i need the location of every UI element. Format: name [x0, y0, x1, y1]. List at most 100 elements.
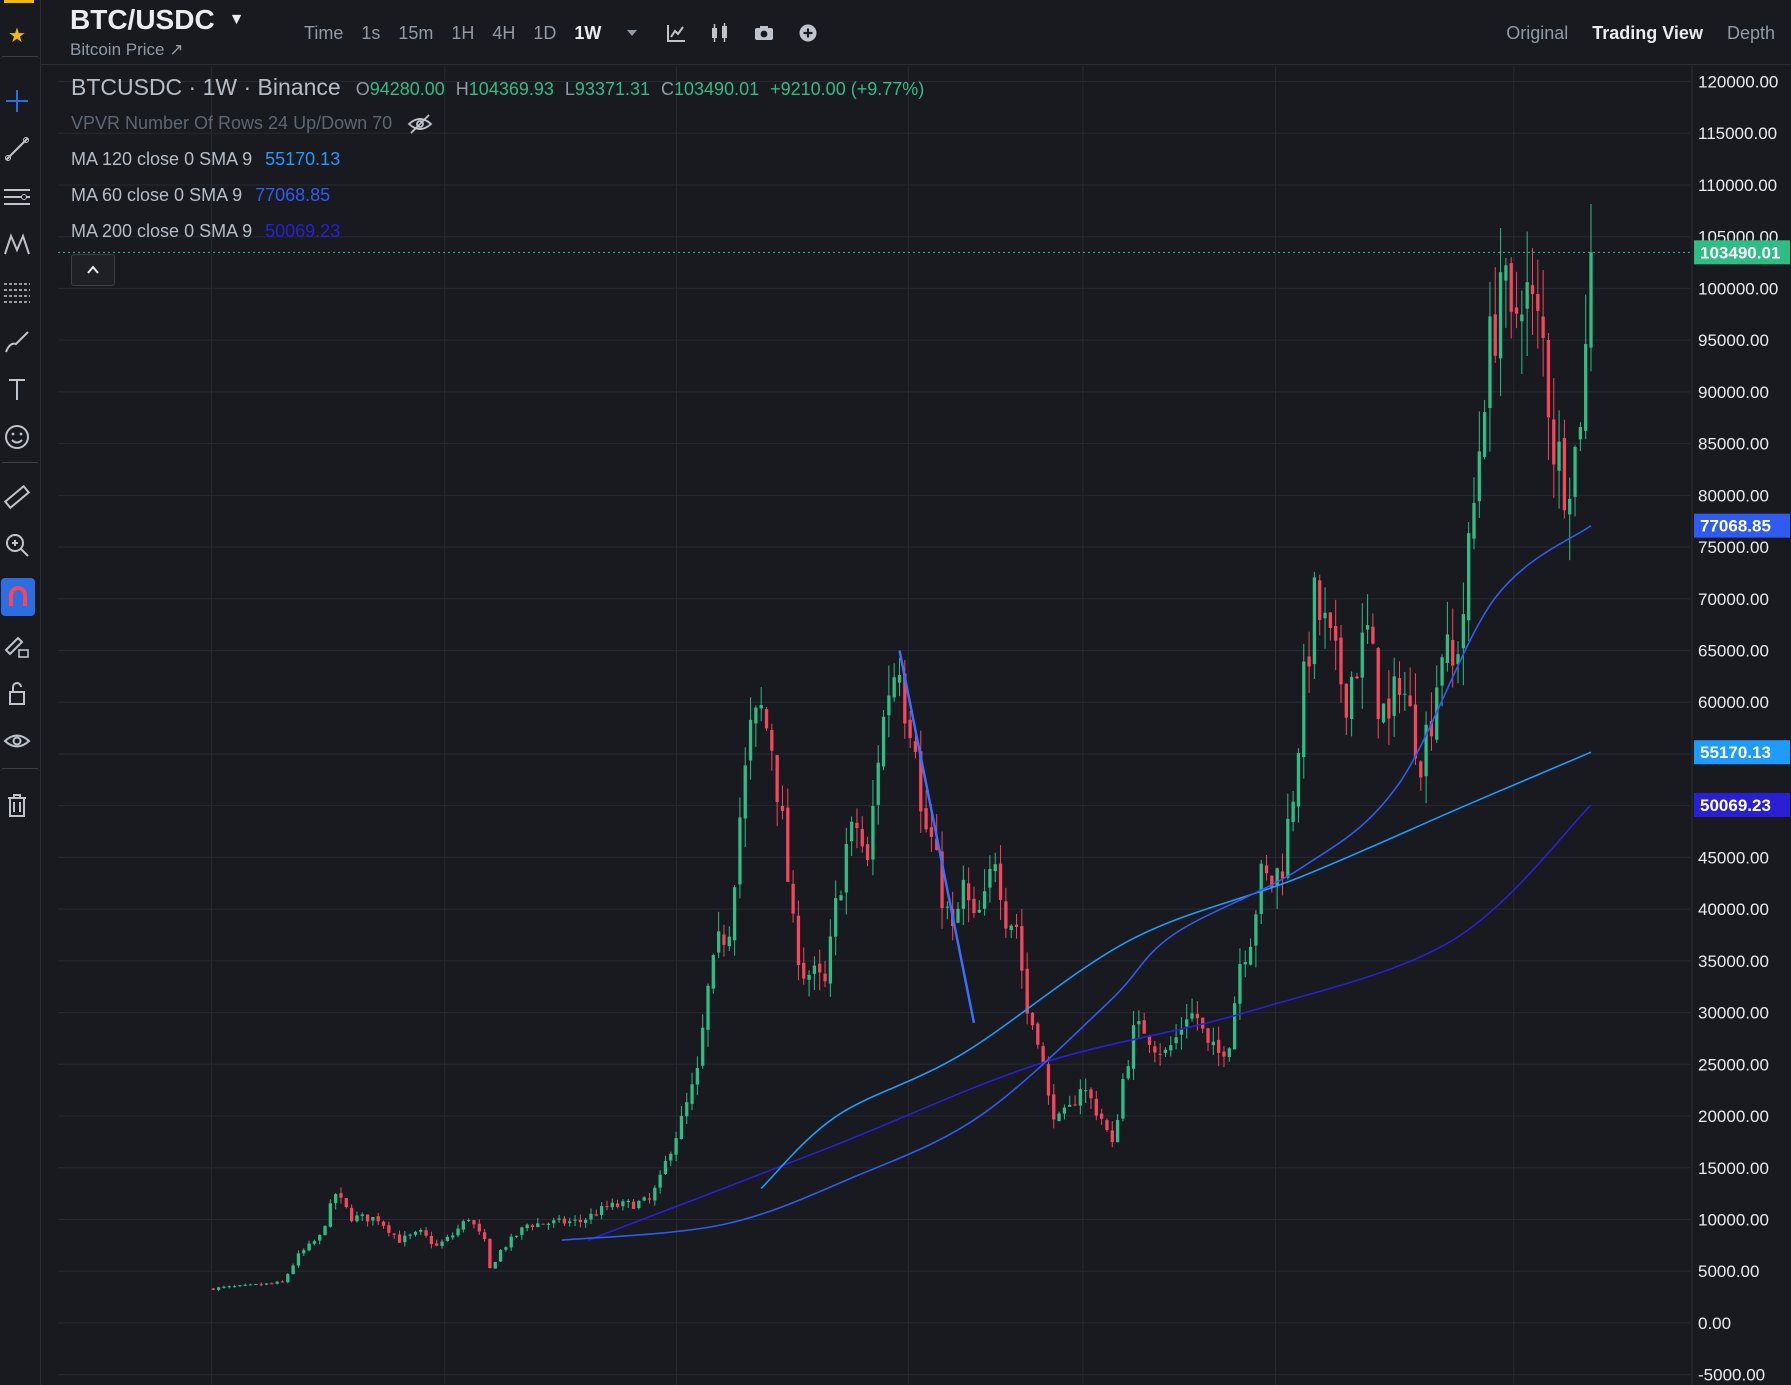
unlock-icon[interactable]	[0, 674, 34, 712]
interval-1d[interactable]: 1D	[533, 23, 557, 43]
candle-body	[1099, 1113, 1104, 1119]
candle-body	[216, 1287, 221, 1290]
candle-body	[812, 965, 817, 974]
interval-15m[interactable]: 15m	[398, 23, 434, 43]
magnet-icon[interactable]	[1, 578, 35, 616]
y-axis-tick-label: 25000.00	[1698, 1055, 1769, 1074]
favorite-indicator	[4, 0, 34, 3]
indicators-icon[interactable]	[698, 18, 742, 48]
candle-body	[1344, 683, 1348, 718]
candle-body	[435, 1243, 439, 1246]
candle-body	[988, 868, 992, 888]
candle-body	[1153, 1046, 1157, 1053]
candle-body	[1371, 626, 1375, 644]
candle-body	[1323, 612, 1327, 619]
fib-icon[interactable]	[0, 274, 34, 312]
candle-body	[456, 1228, 460, 1236]
candle-body	[961, 879, 965, 909]
candle-body	[387, 1225, 391, 1233]
view-depth[interactable]: Depth	[1726, 23, 1775, 43]
chart-header: BTC/USDC ▼ Bitcoin Price ↗ Time 1s 15m 1…	[40, 0, 1791, 65]
candle-body	[1052, 1094, 1056, 1120]
y-axis-tick-label: 85000.00	[1698, 435, 1769, 454]
candle-body	[1222, 1051, 1226, 1057]
y-axis-tick-label: 35000.00	[1698, 952, 1769, 971]
candle-body	[1360, 632, 1364, 678]
view-trading-view[interactable]: Trading View	[1592, 23, 1703, 43]
camera-icon[interactable]	[742, 18, 786, 48]
candle-body	[461, 1221, 465, 1230]
candle-body	[1030, 1012, 1035, 1026]
y-axis-tick-label: 110000.00	[1698, 176, 1777, 195]
candle-body	[1115, 1119, 1120, 1143]
candle-body	[1498, 272, 1503, 359]
horizontal-lines-icon[interactable]	[0, 178, 34, 216]
candle-body	[615, 1203, 620, 1207]
candle-body	[1057, 1113, 1061, 1122]
candle-body	[1467, 533, 1471, 621]
candle-body	[908, 719, 912, 739]
crosshair-icon[interactable]	[0, 82, 34, 120]
candle-body	[1312, 577, 1317, 665]
candle-body	[1089, 1089, 1093, 1099]
interval-1s[interactable]: 1s	[361, 23, 381, 43]
price-chart[interactable]: 120000.00115000.00110000.00105000.001000…	[58, 66, 1791, 1385]
candle-body	[498, 1249, 503, 1262]
candle-body	[594, 1214, 598, 1216]
eye-icon[interactable]	[0, 722, 34, 760]
favorite-star-icon[interactable]: ★	[8, 24, 26, 47]
zoom-in-icon[interactable]	[0, 526, 34, 564]
trash-icon[interactable]	[0, 786, 34, 824]
y-axis-tick-label: 65000.00	[1698, 641, 1769, 660]
candle-body	[259, 1284, 263, 1286]
eye-hidden-icon[interactable]	[407, 113, 433, 135]
symbol-selector[interactable]: BTC/USDC ▼	[70, 4, 245, 36]
candle-body	[1227, 1048, 1231, 1057]
candle-body	[286, 1274, 290, 1283]
add-indicator-icon[interactable]	[786, 18, 830, 48]
interval-1h[interactable]: 1H	[451, 23, 475, 43]
interval-4h[interactable]: 4H	[492, 23, 516, 43]
candle-body	[1275, 868, 1279, 887]
candle-body	[748, 719, 753, 761]
symbol-subtitle-link[interactable]: Bitcoin Price ↗	[70, 40, 184, 59]
brush-icon[interactable]	[0, 322, 34, 360]
candle-body	[924, 808, 928, 830]
candle-body	[940, 851, 944, 908]
candle-body	[1584, 344, 1588, 431]
chart-type-icon[interactable]	[654, 18, 698, 48]
candle-body	[1536, 293, 1540, 311]
trend-line-icon[interactable]	[0, 130, 34, 168]
candle-body	[1110, 1130, 1114, 1143]
view-original[interactable]: Original	[1506, 23, 1569, 43]
y-axis-tick-label: 20000.00	[1698, 1107, 1769, 1126]
candle-body	[328, 1203, 332, 1227]
candle-body	[1578, 427, 1583, 440]
candle-body	[1440, 657, 1444, 686]
legend-collapse-button[interactable]	[71, 254, 115, 286]
candle-body	[1190, 1013, 1194, 1019]
ruler-icon[interactable]	[0, 478, 34, 516]
candle-body	[1573, 446, 1577, 497]
interval-time[interactable]: Time	[304, 23, 344, 43]
candle-body	[1429, 720, 1434, 737]
candle-body	[695, 1067, 700, 1085]
candle-body	[211, 1288, 215, 1290]
emoji-icon[interactable]	[0, 418, 34, 456]
candle-body	[248, 1284, 253, 1286]
candle-body	[1105, 1120, 1109, 1131]
candle-body	[552, 1220, 556, 1224]
candle-body	[1163, 1049, 1168, 1053]
candle-body	[232, 1286, 237, 1288]
candle-body	[1392, 676, 1396, 716]
candle-body	[637, 1200, 641, 1209]
lock-edit-icon[interactable]	[0, 626, 34, 664]
candle-body	[1131, 1025, 1136, 1069]
interval-more-icon[interactable]	[610, 18, 654, 48]
candle-body	[291, 1265, 295, 1274]
interval-1w[interactable]: 1W	[574, 23, 602, 43]
toolbar-divider	[2, 56, 38, 57]
candle-body	[397, 1234, 402, 1243]
pattern-icon[interactable]	[0, 226, 34, 264]
text-icon[interactable]	[0, 370, 34, 408]
